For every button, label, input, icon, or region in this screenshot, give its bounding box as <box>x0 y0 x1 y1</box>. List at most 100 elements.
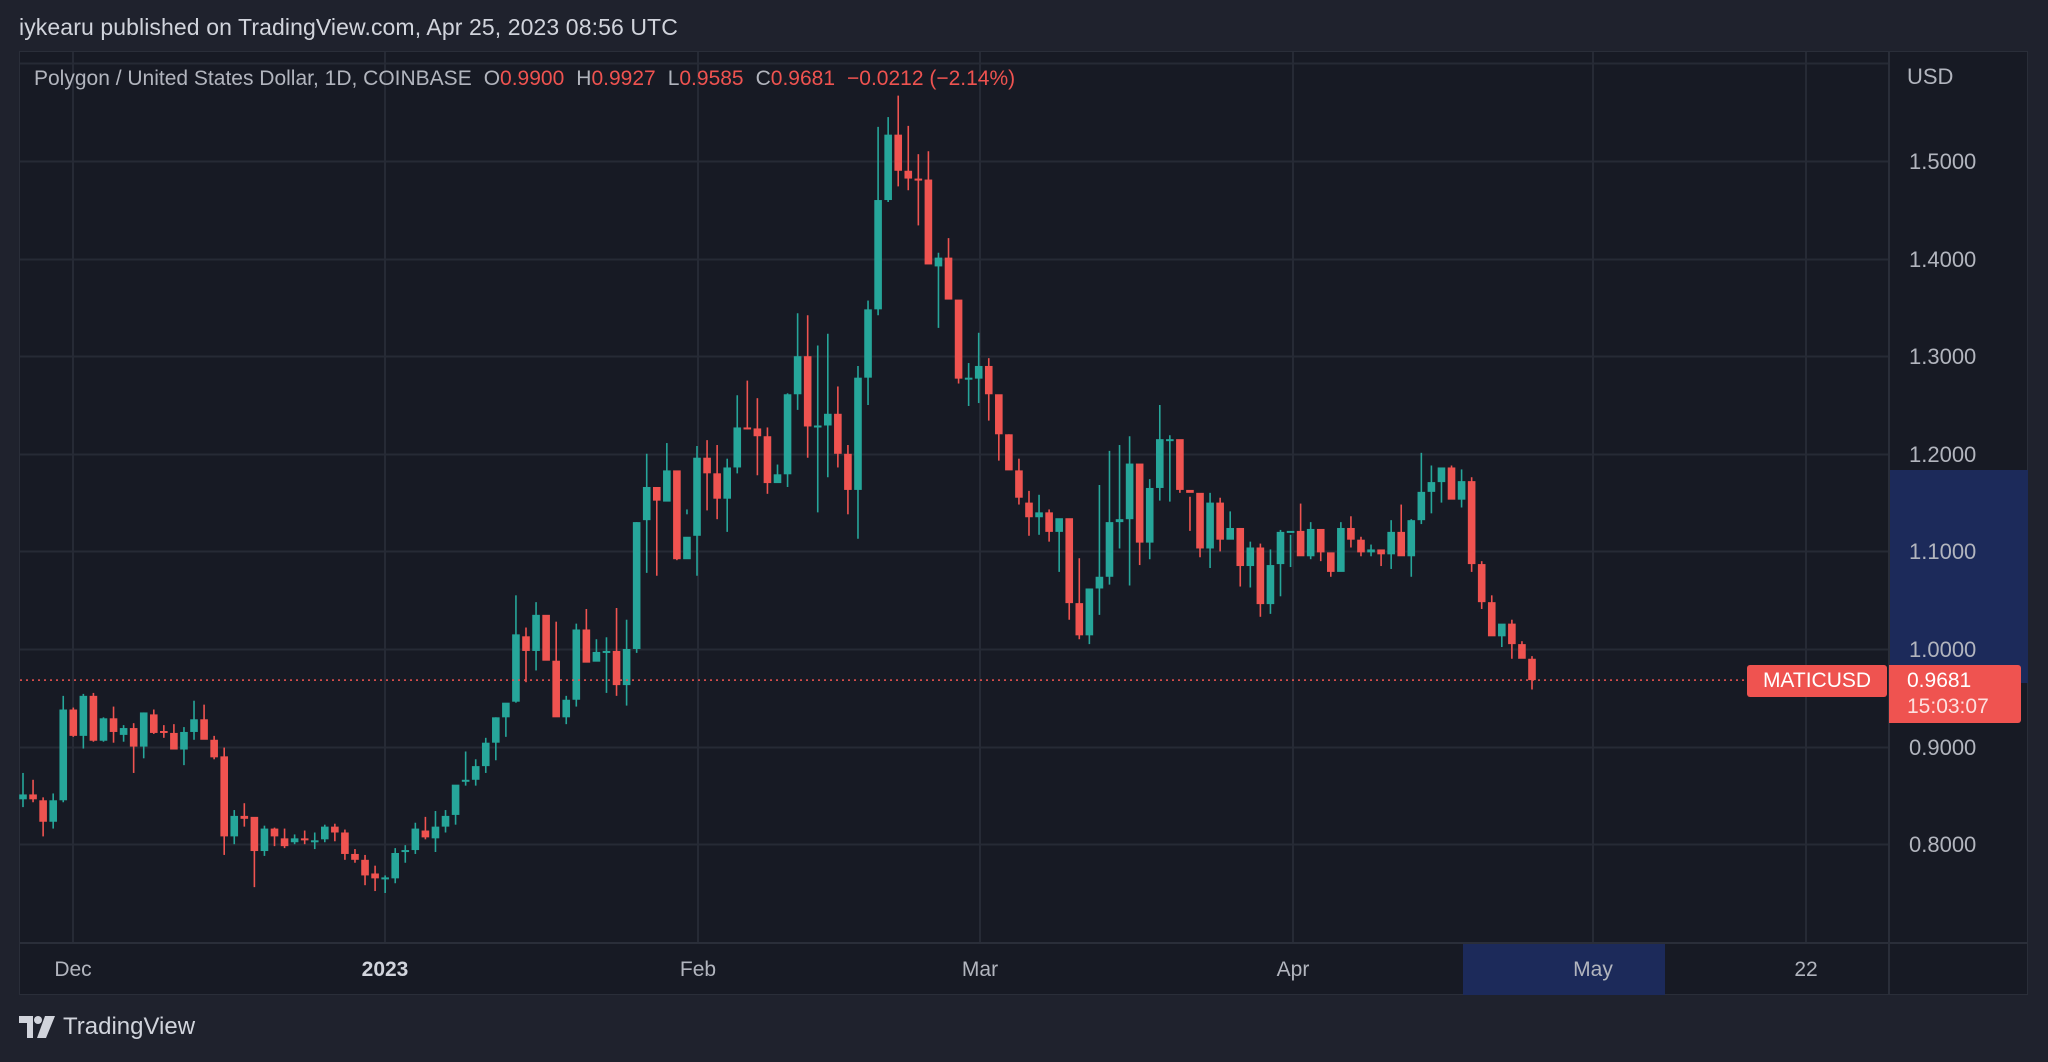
candle-body <box>190 719 198 732</box>
price-tick-label: 1.4000 <box>1909 246 1977 272</box>
candle-body <box>1256 547 1265 605</box>
candle-body <box>1327 552 1335 572</box>
candle-body <box>1508 623 1516 645</box>
high-value: 0.9927 <box>591 67 656 90</box>
candle-body <box>1166 439 1174 442</box>
candle-body <box>300 838 309 841</box>
candle-body <box>39 800 47 822</box>
candle-body <box>934 257 943 267</box>
bar-countdown: 15:03:07 <box>1907 695 1989 718</box>
time-tick-label: Feb <box>679 958 717 981</box>
candle-body <box>59 709 68 801</box>
candle-body <box>421 830 430 838</box>
publish-info: iykearu published on TradingView.com, Ap… <box>19 14 678 40</box>
candle-body <box>592 651 601 662</box>
candle-body <box>1407 520 1416 557</box>
candle-body <box>995 394 1003 435</box>
candle-body <box>1145 487 1154 543</box>
candle-body <box>19 794 27 800</box>
candle-body <box>1337 527 1345 572</box>
candle-body <box>230 815 239 837</box>
candle-body <box>944 257 953 300</box>
candle-body <box>1005 434 1013 471</box>
candle-body <box>1035 512 1043 518</box>
candle-body <box>864 309 872 378</box>
candle-body <box>884 134 892 201</box>
candle-body <box>431 826 440 839</box>
candle-body <box>79 695 88 736</box>
candle-body <box>532 614 540 651</box>
candle-body <box>914 178 923 181</box>
candle-body <box>924 179 933 265</box>
candle-body <box>1528 658 1536 681</box>
candle-body <box>512 634 520 702</box>
tradingview-logo[interactable]: TradingView <box>19 1013 195 1041</box>
candle-body <box>1498 623 1506 637</box>
candle-body <box>1075 603 1084 636</box>
time-tick-label: Apr <box>1276 958 1310 981</box>
candle-body <box>803 356 812 427</box>
candle-body <box>602 650 611 653</box>
candle-body <box>361 859 369 876</box>
candle-body <box>663 470 671 502</box>
time-tick-label: 2023 <box>361 958 409 981</box>
candle-body <box>1176 439 1184 490</box>
candle-body <box>1246 547 1255 567</box>
candle-body <box>1296 530 1305 557</box>
candle-body <box>522 636 530 651</box>
candle-body <box>220 756 228 837</box>
candle-body <box>451 784 460 815</box>
candle-body <box>441 815 450 827</box>
candle-body <box>703 457 711 474</box>
candle-body <box>461 779 470 782</box>
candle-body <box>793 356 802 395</box>
candle-body <box>974 365 983 379</box>
candle-body <box>1055 518 1063 532</box>
candle-body <box>904 170 913 179</box>
candle-body <box>1085 588 1094 636</box>
candle-body <box>310 840 319 843</box>
candle-body <box>552 660 560 718</box>
candle-body <box>984 365 993 395</box>
chart-frame[interactable] <box>19 51 2028 995</box>
candle-body <box>1276 531 1285 565</box>
candle-body <box>753 428 762 437</box>
candle-body <box>471 766 480 780</box>
candle-body <box>1095 576 1104 589</box>
candle-body <box>1347 527 1355 540</box>
candle-body <box>381 877 389 880</box>
candle-body <box>1015 470 1023 498</box>
candle-body <box>270 828 279 837</box>
candle-body <box>854 377 862 490</box>
candle-body <box>723 467 731 499</box>
candle-body <box>1206 502 1214 549</box>
candle-body <box>1387 531 1395 555</box>
candle-body <box>1367 549 1375 553</box>
candle-body <box>1105 522 1114 577</box>
candle-body <box>180 731 188 750</box>
price-tick-label: 0.9000 <box>1909 734 1977 760</box>
candle-body <box>1397 531 1406 557</box>
candle-body <box>824 413 832 426</box>
candle-body <box>1357 539 1365 553</box>
candle-body <box>129 728 138 747</box>
candle-body <box>1125 463 1134 520</box>
candle-body <box>783 394 792 475</box>
candle-body <box>341 832 349 854</box>
candle-body <box>280 838 289 847</box>
candle-body <box>109 718 118 732</box>
candle-body <box>321 826 329 840</box>
price-tick-label: 1.1000 <box>1909 539 1977 565</box>
candle-body <box>371 873 379 879</box>
candle-body <box>149 714 158 733</box>
ohlc-legend: Polygon / United States Dollar, 1D, COIN… <box>34 67 1016 90</box>
last-price-tag: 0.9681 15:03:07 <box>1889 665 2021 723</box>
candle-body <box>1065 518 1074 604</box>
candle-body <box>562 699 571 718</box>
candle-body <box>713 473 721 499</box>
candle-body <box>642 486 651 521</box>
candle-body <box>622 649 631 686</box>
candle-body <box>1467 481 1476 565</box>
candle-body <box>1115 519 1124 523</box>
